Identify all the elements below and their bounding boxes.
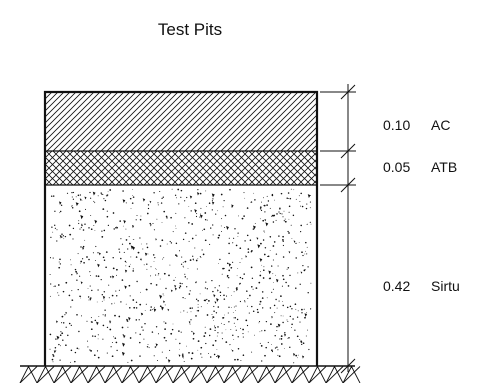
- pit-outline: [43, 90, 319, 366]
- layer-material-sirtu: Sirtu: [431, 278, 460, 294]
- layer-thickness-ac: 0.10: [383, 117, 411, 133]
- layer-label-ac: 0.10 AC: [383, 117, 450, 133]
- layer-label-atb: 0.05 ATB: [383, 159, 457, 175]
- layer-material-atb: ATB: [431, 159, 458, 175]
- layer-atb: [45, 151, 317, 185]
- layer-material-ac: AC: [431, 117, 451, 133]
- diagram-title: Test Pits: [157, 20, 223, 39]
- layer-sirtu: [45, 185, 317, 366]
- dimension-ticks: [320, 84, 356, 374]
- layer-thickness-sirtu: 0.42: [383, 278, 411, 294]
- sirtu-stipple: [49, 188, 312, 364]
- ground-hatch: [19, 365, 361, 383]
- layer-ac: [45, 92, 317, 151]
- layer-thickness-atb: 0.05: [383, 159, 411, 175]
- layer-label-sirtu: 0.42 Sirtu: [383, 278, 460, 294]
